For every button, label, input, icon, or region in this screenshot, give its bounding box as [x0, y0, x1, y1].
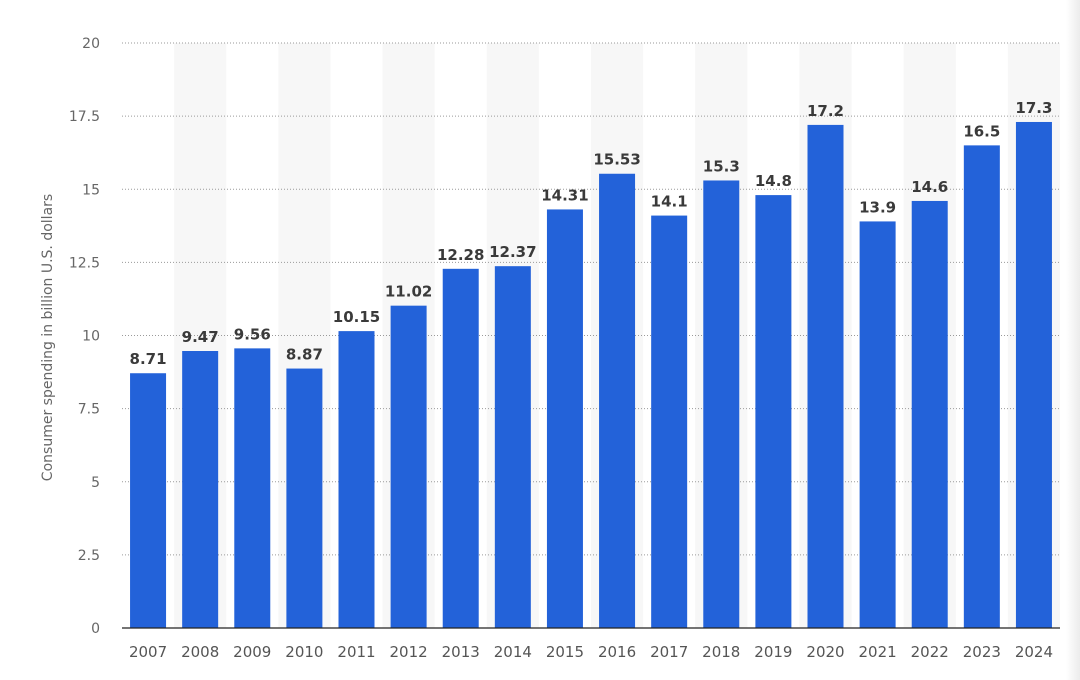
y-tick-label: 20: [82, 36, 100, 52]
x-tick-label-2009: 2009: [233, 643, 271, 661]
bar-2017[interactable]: [651, 215, 688, 628]
x-tick-label-2015: 2015: [546, 643, 584, 661]
x-tick-label-2022: 2022: [911, 643, 949, 661]
x-tick-label-2008: 2008: [181, 643, 219, 661]
data-label-2024: 17.3: [1015, 99, 1052, 117]
x-tick-label-2013: 2013: [442, 643, 480, 661]
bar-2015[interactable]: [546, 209, 583, 628]
y-tick-label: 12.5: [69, 255, 100, 271]
data-label-2018: 15.3: [703, 157, 740, 175]
bar-2022[interactable]: [911, 200, 948, 628]
data-label-2014: 12.37: [489, 243, 536, 261]
data-label-2020: 17.2: [807, 102, 844, 120]
data-label-2019: 14.8: [755, 172, 792, 190]
bars: [130, 121, 1052, 629]
data-label-2013: 12.28: [437, 246, 484, 264]
bar-2008[interactable]: [182, 351, 219, 628]
x-tick-label-2024: 2024: [1015, 643, 1053, 661]
data-label-2011: 10.15: [333, 308, 380, 326]
bar-2013[interactable]: [442, 268, 479, 628]
y-axis-label: Consumer spending in billion U.S. dollar…: [40, 194, 56, 481]
data-labels: 8.71 9.47 9.56 8.87 10.15 11.02 12.28 12.37 14.3…: [130, 99, 1053, 368]
bar-2020[interactable]: [807, 124, 844, 629]
data-label-2016: 15.53: [593, 151, 640, 169]
y-tick-label: 7.5: [78, 402, 100, 418]
data-label-2023: 16.5: [963, 122, 1000, 140]
bar-2024[interactable]: [1015, 121, 1052, 628]
x-tick-label-2019: 2019: [754, 643, 792, 661]
data-label-2022: 14.6: [911, 178, 948, 196]
x-axis-ticks: 2007 2008 2009 2010 2011 2012 2013 2014 2015 2016…: [129, 643, 1053, 661]
x-tick-label-2021: 2021: [859, 643, 897, 661]
data-label-2017: 14.1: [651, 193, 688, 211]
x-tick-label-2011: 2011: [337, 643, 375, 661]
bar-2019[interactable]: [755, 195, 792, 628]
data-label-2008: 9.47: [182, 328, 219, 346]
data-label-2007: 8.71: [130, 350, 167, 368]
x-tick-label-2007: 2007: [129, 643, 167, 661]
bar-2021[interactable]: [859, 221, 896, 629]
right-edge-shadow: [1066, 0, 1080, 680]
bar-2011[interactable]: [338, 331, 375, 628]
data-label-2012: 11.02: [385, 283, 432, 301]
x-tick-label-2017: 2017: [650, 643, 688, 661]
bar-2018[interactable]: [703, 180, 740, 628]
y-tick-label: 0: [91, 621, 100, 637]
gridlines: [122, 42, 1060, 556]
data-label-2010: 8.87: [286, 346, 323, 364]
x-tick-label-2023: 2023: [963, 643, 1001, 661]
bar-2009[interactable]: [234, 348, 271, 628]
bar-2016[interactable]: [599, 173, 636, 628]
x-tick-label-2014: 2014: [494, 643, 532, 661]
data-label-2015: 14.31: [541, 186, 588, 204]
x-tick-label-2016: 2016: [598, 643, 636, 661]
bar-2007[interactable]: [130, 373, 167, 628]
bar-2010[interactable]: [286, 368, 323, 628]
x-tick-label-2012: 2012: [390, 643, 428, 661]
x-tick-label-2018: 2018: [702, 643, 740, 661]
x-tick-label-2020: 2020: [806, 643, 844, 661]
bar-2023[interactable]: [963, 145, 1000, 628]
x-tick-label-2010: 2010: [285, 643, 323, 661]
y-tick-label: 15: [82, 182, 100, 198]
bar-2012[interactable]: [390, 305, 427, 628]
y-axis-ticks: 0 2.5 5 7.5 10 12.5 15 17.5 20: [69, 36, 100, 637]
y-tick-label: 2.5: [78, 548, 100, 564]
y-tick-label: 5: [91, 475, 100, 491]
bar-2014[interactable]: [494, 266, 531, 628]
data-label-2021: 13.9: [859, 198, 896, 216]
data-label-2009: 9.56: [234, 325, 271, 343]
y-tick-label: 10: [82, 329, 100, 345]
y-tick-label: 17.5: [69, 109, 100, 125]
